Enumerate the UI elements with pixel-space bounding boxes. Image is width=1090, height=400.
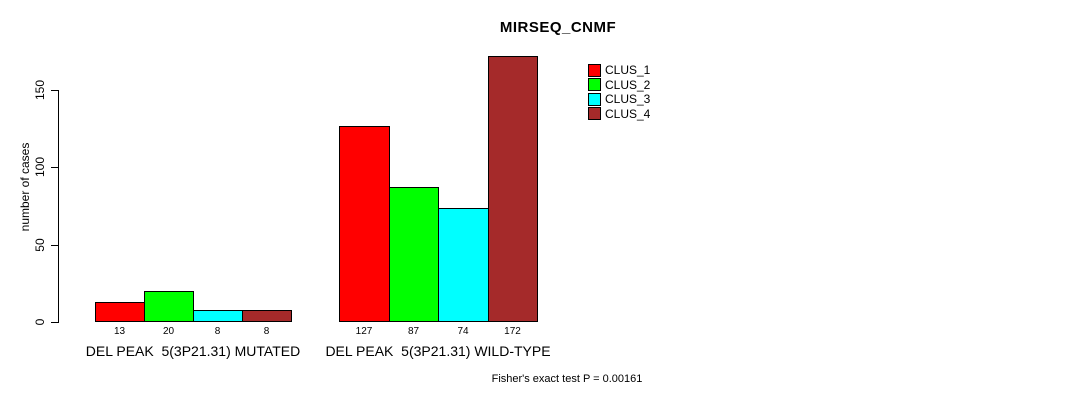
legend-swatch (588, 107, 601, 120)
bar-value-label: 127 (355, 326, 373, 337)
y-axis-tick-label: 50 (33, 238, 47, 252)
bar-clus_3-group2 (438, 208, 489, 322)
bar-clus_1-group2 (339, 126, 390, 322)
y-axis-label: number of cases (18, 142, 32, 232)
bar-value-label: 87 (407, 326, 420, 337)
bar-value-label: 13 (113, 326, 126, 337)
y-axis-tick-label: 0 (33, 318, 47, 326)
y-axis-tick (51, 90, 58, 91)
legend-item-clus_3: CLUS_3 (588, 92, 651, 106)
legend-label: CLUS_2 (605, 77, 651, 92)
y-axis-tick (51, 245, 58, 246)
legend-item-clus_2: CLUS_2 (588, 77, 651, 92)
y-axis-tick-label: 150 (33, 79, 47, 101)
bar-clus_2-group1 (144, 291, 194, 322)
legend-item-clus_4: CLUS_4 (588, 106, 651, 121)
legend-item-clus_1: CLUS_1 (588, 63, 651, 77)
bar-clus_4-group2 (488, 56, 538, 322)
legend-swatch (588, 92, 601, 106)
bar-clus_3-group1 (193, 310, 243, 322)
bar-clus_1-group1 (95, 302, 145, 322)
legend-label: CLUS_3 (605, 92, 651, 106)
legend-label: CLUS_4 (605, 106, 651, 121)
y-axis-tick-label: 100 (33, 156, 47, 178)
group-label: DEL PEAK 5(3P21.31) MUTATED (85, 343, 301, 359)
legend-label: CLUS_1 (605, 63, 651, 77)
bar-value-label: 74 (457, 326, 469, 337)
legend-swatch (588, 78, 601, 91)
bar-clus_2-group2 (389, 187, 439, 322)
legend-swatch (588, 63, 601, 77)
bar-value-label: 172 (504, 326, 521, 337)
fisher-test-annotation: Fisher's exact test P = 0.00161 (491, 373, 643, 385)
y-axis-tick (51, 322, 58, 323)
y-axis-tick (51, 167, 58, 168)
bar-clus_4-group1 (242, 310, 292, 322)
bar-value-label: 20 (162, 326, 175, 337)
bar-value-label: 8 (214, 326, 221, 337)
group-label: DEL PEAK 5(3P21.31) WILD-TYPE (325, 343, 551, 359)
chart-title: MIRSEQ_CNMF (499, 19, 617, 36)
bar-value-label: 8 (263, 326, 270, 337)
legend: CLUS_1 CLUS_2 CLUS_3 CLUS_4 (588, 63, 651, 121)
y-axis-line (58, 90, 59, 323)
